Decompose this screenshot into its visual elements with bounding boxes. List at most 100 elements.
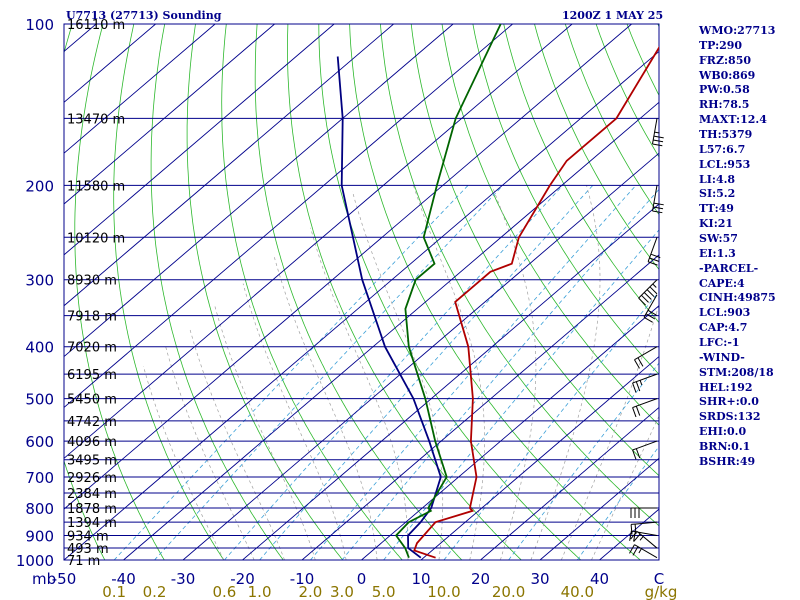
isotherm — [480, 406, 659, 560]
wind-barb — [632, 440, 658, 460]
mixing-ratio-line — [113, 185, 469, 560]
barb-flag — [638, 297, 647, 306]
height-label: 6195 m — [67, 368, 117, 383]
barb-flag — [637, 357, 644, 367]
index-item: EI:1.3 — [699, 246, 736, 260]
index-item: -WIND- — [699, 350, 745, 364]
index-item: LCL:903 — [699, 306, 751, 320]
barb-flag — [652, 283, 657, 288]
mixing-ratio-label: 3.0 — [330, 583, 354, 600]
mixing-ratio-label: 0.1 — [102, 583, 126, 600]
index-item: -PARCEL- — [699, 261, 759, 275]
index-item: LCL:953 — [699, 157, 751, 171]
isotherm — [301, 254, 659, 560]
isotherm — [539, 457, 659, 560]
index-item: RH:78.5 — [699, 98, 750, 112]
pressure-label: 700 — [25, 469, 54, 487]
dry-adiabat — [254, 24, 463, 560]
indices-panel: WMO:27713 TP:290 FRZ:850 WB0:869 PW:0.58 RH:7… — [699, 24, 776, 470]
pressure-label: 800 — [25, 500, 54, 518]
height-label: 7918 m — [67, 310, 117, 325]
mixing-ratio-line — [383, 229, 659, 560]
index-item: MAXT:12.4 — [699, 113, 767, 127]
isotherm — [64, 24, 573, 459]
temperature-label: -30 — [171, 570, 196, 588]
barb-flag — [632, 382, 637, 393]
mixing-ratio-label: 20.0 — [492, 583, 525, 600]
barb-flag — [643, 316, 653, 323]
index-item: CAP:4.7 — [699, 321, 748, 335]
dry-adiabat — [64, 24, 106, 560]
moist-adiabat — [214, 305, 316, 560]
dry-adiabat — [534, 24, 659, 271]
background-lines — [64, 24, 659, 560]
temperature-label: 0 — [357, 570, 367, 588]
dry-adiabat — [287, 24, 522, 560]
height-label: 2384 m — [67, 487, 117, 502]
barb-flag — [635, 448, 641, 459]
barb-flag — [632, 546, 639, 556]
index-item: KI:21 — [699, 217, 734, 231]
wind-barb — [630, 521, 658, 535]
barb-flag — [634, 524, 637, 535]
pressure-label: 600 — [25, 433, 54, 451]
dry-adiabat — [318, 24, 582, 560]
wind-barb — [651, 118, 664, 147]
dry-adiabat — [503, 24, 659, 324]
barb-flag — [652, 143, 663, 147]
isotherm — [64, 24, 216, 154]
index-item: SW:57 — [699, 232, 738, 246]
moist-adiabat — [165, 346, 255, 560]
mixing-ratio-label: 2.0 — [299, 583, 323, 600]
moist-adiabat — [189, 328, 285, 560]
wind-barb — [630, 530, 658, 549]
wind-barb — [647, 237, 661, 266]
index-item: BSHR:49 — [699, 454, 756, 468]
temperature-label: 30 — [530, 570, 549, 588]
height-label: 71 m — [67, 554, 100, 569]
moist-adiabat — [273, 255, 378, 560]
barb-flag — [641, 294, 649, 303]
isotherm — [420, 355, 659, 560]
index-item: WB0:869 — [699, 68, 756, 82]
wind-barbs — [629, 118, 664, 559]
index-item: LFC:-1 — [699, 336, 740, 350]
chart-border — [63, 23, 660, 561]
index-item: HEL:192 — [699, 380, 753, 394]
moist-adiabat — [530, 185, 601, 560]
pressure-label: 900 — [25, 527, 54, 545]
height-label: 7020 m — [67, 341, 117, 356]
height-label: 1878 m — [67, 502, 117, 517]
barb-flag — [635, 381, 641, 392]
index-item: PW:0.58 — [699, 83, 750, 97]
barb-flag — [629, 530, 632, 541]
barb-flag — [632, 407, 637, 418]
wind-barb — [632, 398, 658, 418]
barb-flag — [652, 210, 663, 214]
mixing-ratio-unit: g/kg — [645, 583, 678, 600]
barb-flag — [653, 202, 664, 206]
dry-adiabat — [410, 24, 659, 477]
index-item: TP:290 — [699, 38, 743, 52]
moist-adiabat — [413, 185, 485, 560]
height-label: 10120 m — [67, 231, 125, 246]
mixing-ratio-line — [310, 185, 637, 560]
dewpoint-line — [394, 24, 502, 559]
moist-adiabat — [310, 227, 409, 560]
dry-adiabat — [186, 24, 344, 560]
mixing-ratio-line — [443, 291, 659, 560]
wind-barb — [638, 279, 658, 306]
index-item: EHI:0.0 — [699, 425, 747, 439]
barb-staff — [631, 521, 658, 525]
mixing-ratio-label: 10.0 — [427, 583, 460, 600]
barb-staff — [632, 440, 658, 451]
barb-flag — [645, 313, 655, 320]
temperature-label: 40 — [590, 570, 609, 588]
barb-flag — [649, 257, 660, 262]
isotherm — [182, 152, 659, 560]
wind-barb — [630, 507, 657, 519]
height-label: 13470 m — [67, 112, 125, 127]
height-label: 4096 m — [67, 435, 117, 450]
barb-flag — [633, 531, 636, 542]
barb-staff — [636, 530, 658, 549]
